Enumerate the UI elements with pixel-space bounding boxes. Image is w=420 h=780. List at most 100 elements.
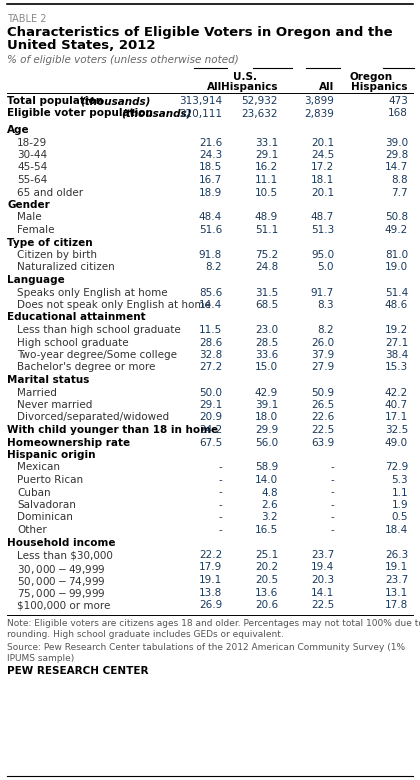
Text: 32.8: 32.8	[199, 350, 222, 360]
Text: 51.3: 51.3	[311, 225, 334, 235]
Text: Salvadoran: Salvadoran	[17, 500, 76, 510]
Text: Less than high school graduate: Less than high school graduate	[17, 325, 181, 335]
Text: Never married: Never married	[17, 400, 92, 410]
Text: 17.1: 17.1	[385, 413, 408, 423]
Text: 23.7: 23.7	[385, 575, 408, 585]
Text: 56.0: 56.0	[255, 438, 278, 448]
Text: Speaks only English at home: Speaks only English at home	[17, 288, 168, 297]
Text: 1.9: 1.9	[391, 500, 408, 510]
Text: Total population: Total population	[7, 96, 107, 106]
Text: 473: 473	[388, 96, 408, 106]
Text: 22.5: 22.5	[311, 600, 334, 610]
Text: 85.6: 85.6	[199, 288, 222, 297]
Text: 14.4: 14.4	[199, 300, 222, 310]
Text: 168: 168	[388, 108, 408, 119]
Text: 40.7: 40.7	[385, 400, 408, 410]
Text: $50,000-$74,999: $50,000-$74,999	[17, 575, 106, 588]
Text: 8.2: 8.2	[318, 325, 334, 335]
Text: 49.0: 49.0	[385, 438, 408, 448]
Text: $30,000-$49,999: $30,000-$49,999	[17, 562, 106, 576]
Text: $75,000-$99,999: $75,000-$99,999	[17, 587, 106, 601]
Text: 31.5: 31.5	[255, 288, 278, 297]
Text: 15.3: 15.3	[385, 363, 408, 373]
Text: Married: Married	[17, 388, 57, 398]
Text: 18-29: 18-29	[17, 137, 47, 147]
Text: 51.6: 51.6	[199, 225, 222, 235]
Text: 29.1: 29.1	[255, 150, 278, 160]
Text: 29.8: 29.8	[385, 150, 408, 160]
Text: 67.5: 67.5	[199, 438, 222, 448]
Text: 49.2: 49.2	[385, 225, 408, 235]
Text: Female: Female	[17, 225, 55, 235]
Text: 55-64: 55-64	[17, 175, 47, 185]
Text: -: -	[218, 512, 222, 523]
Text: 26.9: 26.9	[199, 600, 222, 610]
Text: 42.2: 42.2	[385, 388, 408, 398]
Text: 13.8: 13.8	[199, 587, 222, 597]
Text: -: -	[330, 525, 334, 535]
Text: Puerto Rican: Puerto Rican	[17, 475, 83, 485]
Text: 10.5: 10.5	[255, 187, 278, 197]
Text: 27.2: 27.2	[199, 363, 222, 373]
Text: 13.1: 13.1	[385, 587, 408, 597]
Text: U.S.: U.S.	[233, 72, 257, 82]
Text: 14.7: 14.7	[385, 162, 408, 172]
Text: Other: Other	[17, 525, 47, 535]
Text: 313,914: 313,914	[179, 96, 222, 106]
Text: 3,899: 3,899	[304, 96, 334, 106]
Text: 23.7: 23.7	[311, 550, 334, 560]
Text: With child younger than 18 in home: With child younger than 18 in home	[7, 425, 218, 435]
Text: 91.7: 91.7	[311, 288, 334, 297]
Text: 42.9: 42.9	[255, 388, 278, 398]
Text: 18.4: 18.4	[385, 525, 408, 535]
Text: Bachelor's degree or more: Bachelor's degree or more	[17, 363, 155, 373]
Text: 7.7: 7.7	[391, 187, 408, 197]
Text: Note: Eligible voters are citizens ages 18 and older. Percentages may not total : Note: Eligible voters are citizens ages …	[7, 619, 420, 640]
Text: 27.1: 27.1	[385, 338, 408, 348]
Text: 19.2: 19.2	[385, 325, 408, 335]
Text: 25.1: 25.1	[255, 550, 278, 560]
Text: 48.9: 48.9	[255, 212, 278, 222]
Text: 2,839: 2,839	[304, 108, 334, 119]
Text: -: -	[218, 475, 222, 485]
Text: 20.5: 20.5	[255, 575, 278, 585]
Text: 95.0: 95.0	[311, 250, 334, 260]
Text: Hispanics: Hispanics	[221, 82, 278, 92]
Text: 26.0: 26.0	[311, 338, 334, 348]
Text: United States, 2012: United States, 2012	[7, 39, 155, 52]
Text: 8.8: 8.8	[391, 175, 408, 185]
Text: Educational attainment: Educational attainment	[7, 313, 146, 322]
Text: All: All	[207, 82, 222, 92]
Text: 15.0: 15.0	[255, 363, 278, 373]
Text: 81.0: 81.0	[385, 250, 408, 260]
Text: 11.5: 11.5	[199, 325, 222, 335]
Text: 28.6: 28.6	[199, 338, 222, 348]
Text: Source: Pew Research Center tabulations of the 2012 American Community Survey (1: Source: Pew Research Center tabulations …	[7, 643, 405, 663]
Text: Type of citizen: Type of citizen	[7, 237, 93, 247]
Text: 23,632: 23,632	[241, 108, 278, 119]
Text: 17.2: 17.2	[311, 162, 334, 172]
Text: Divorced/separated/widowed: Divorced/separated/widowed	[17, 413, 169, 423]
Text: 13.6: 13.6	[255, 587, 278, 597]
Text: (thousands): (thousands)	[80, 96, 150, 106]
Text: 1.1: 1.1	[391, 488, 408, 498]
Text: 21.6: 21.6	[199, 137, 222, 147]
Text: 18.0: 18.0	[255, 413, 278, 423]
Text: Two-year degree/Some college: Two-year degree/Some college	[17, 350, 177, 360]
Text: 14.0: 14.0	[255, 475, 278, 485]
Text: High school graduate: High school graduate	[17, 338, 129, 348]
Text: 20.2: 20.2	[255, 562, 278, 573]
Text: 38.4: 38.4	[385, 350, 408, 360]
Text: Age: Age	[7, 125, 30, 135]
Text: 50.0: 50.0	[199, 388, 222, 398]
Text: Dominican: Dominican	[17, 512, 73, 523]
Text: 18.5: 18.5	[199, 162, 222, 172]
Text: 63.9: 63.9	[311, 438, 334, 448]
Text: 33.6: 33.6	[255, 350, 278, 360]
Text: 18.1: 18.1	[311, 175, 334, 185]
Text: 91.8: 91.8	[199, 250, 222, 260]
Text: 0.5: 0.5	[391, 512, 408, 523]
Text: Less than $30,000: Less than $30,000	[17, 550, 113, 560]
Text: 26.5: 26.5	[311, 400, 334, 410]
Text: 3.2: 3.2	[261, 512, 278, 523]
